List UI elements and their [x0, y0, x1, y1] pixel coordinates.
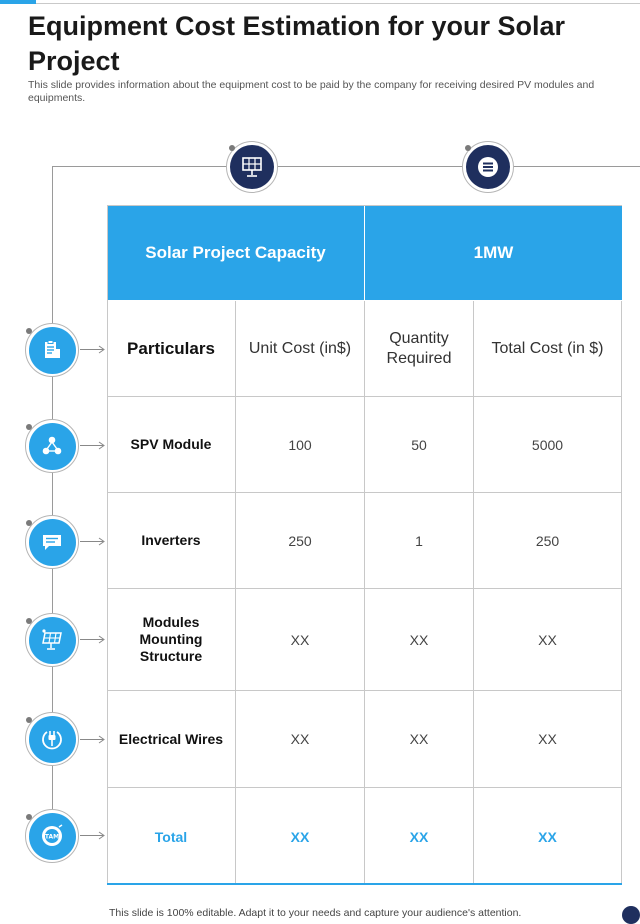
table-cell-total-cost: 250: [474, 493, 622, 589]
list-icon: [476, 155, 500, 179]
column-header-quantity: Quantity Required: [365, 301, 474, 397]
side-icon-dot: [26, 814, 32, 820]
column-header-total-cost: Total Cost (in $): [474, 301, 622, 397]
corner-decoration: [622, 906, 640, 924]
arrow-right-icon: [80, 345, 106, 354]
side-icon-solar-panel: [25, 613, 79, 667]
arrow-right-icon: [80, 537, 106, 546]
table-row-label: SPV Module: [107, 397, 236, 493]
total-total-cost: XX: [474, 788, 622, 885]
table-cell-quantity: 50: [365, 397, 474, 493]
table-cell-unit-cost: 250: [236, 493, 365, 589]
arrow-right-icon: [80, 831, 106, 840]
side-icon-chat: [25, 515, 79, 569]
power-plug-icon: [40, 727, 64, 751]
svg-text:TAM: TAM: [45, 834, 59, 841]
table-row-label: Electrical Wires: [107, 691, 236, 788]
cost-table: Solar Project Capacity 1MW Particulars U…: [107, 205, 622, 885]
table-cell-unit-cost: XX: [236, 691, 365, 788]
top-icon-dot: [229, 145, 235, 151]
page-subtitle: This slide provides information about th…: [28, 79, 618, 105]
arrow-right-icon: [80, 441, 106, 450]
table-cell-total-cost: 5000: [474, 397, 622, 493]
connector-top-horizontal: [52, 166, 640, 167]
side-icon-dot: [26, 520, 32, 526]
solar-panel-icon: [240, 155, 264, 179]
header-capacity-value: 1MW: [365, 205, 622, 301]
side-icon-dot: [26, 328, 32, 334]
table-cell-total-cost: XX: [474, 589, 622, 691]
network-icon: [40, 434, 64, 458]
side-icon-power-plug: [25, 712, 79, 766]
table-row-label: Modules Mounting Structure: [107, 589, 236, 691]
table-cell-unit-cost: XX: [236, 589, 365, 691]
tam-target-icon: TAM: [39, 823, 65, 849]
total-unit-cost: XX: [236, 788, 365, 885]
header-capacity-label: Solar Project Capacity: [107, 205, 365, 301]
side-icon-dot: [26, 618, 32, 624]
chat-bubble-icon: [40, 530, 64, 554]
total-quantity: XX: [365, 788, 474, 885]
total-row-label: Total: [107, 788, 236, 885]
clipboard-icon: [40, 338, 64, 362]
column-header-unit-cost: Unit Cost (in$): [236, 301, 365, 397]
side-icon-tam: TAM: [25, 809, 79, 863]
side-icon-dot: [26, 717, 32, 723]
top-rule: [36, 3, 640, 4]
table-cell-total-cost: XX: [474, 691, 622, 788]
footer-note: This slide is 100% editable. Adapt it to…: [109, 907, 521, 919]
side-icon-dot: [26, 424, 32, 430]
side-icon-clipboard: [25, 323, 79, 377]
column-header-particulars: Particulars: [107, 301, 236, 397]
side-icon-network: [25, 419, 79, 473]
top-icon-dot: [465, 145, 471, 151]
arrow-right-icon: [80, 635, 106, 644]
table-cell-unit-cost: 100: [236, 397, 365, 493]
page-title: Equipment Cost Estimation for your Solar…: [28, 9, 608, 79]
table-cell-quantity: 1: [365, 493, 474, 589]
solar-panel-icon: [40, 628, 64, 652]
table-row-label: Inverters: [107, 493, 236, 589]
table-cell-quantity: XX: [365, 589, 474, 691]
table-bottom-rule: [107, 883, 622, 885]
arrow-right-icon: [80, 735, 106, 744]
top-accent-bar: [0, 0, 36, 4]
table-cell-quantity: XX: [365, 691, 474, 788]
